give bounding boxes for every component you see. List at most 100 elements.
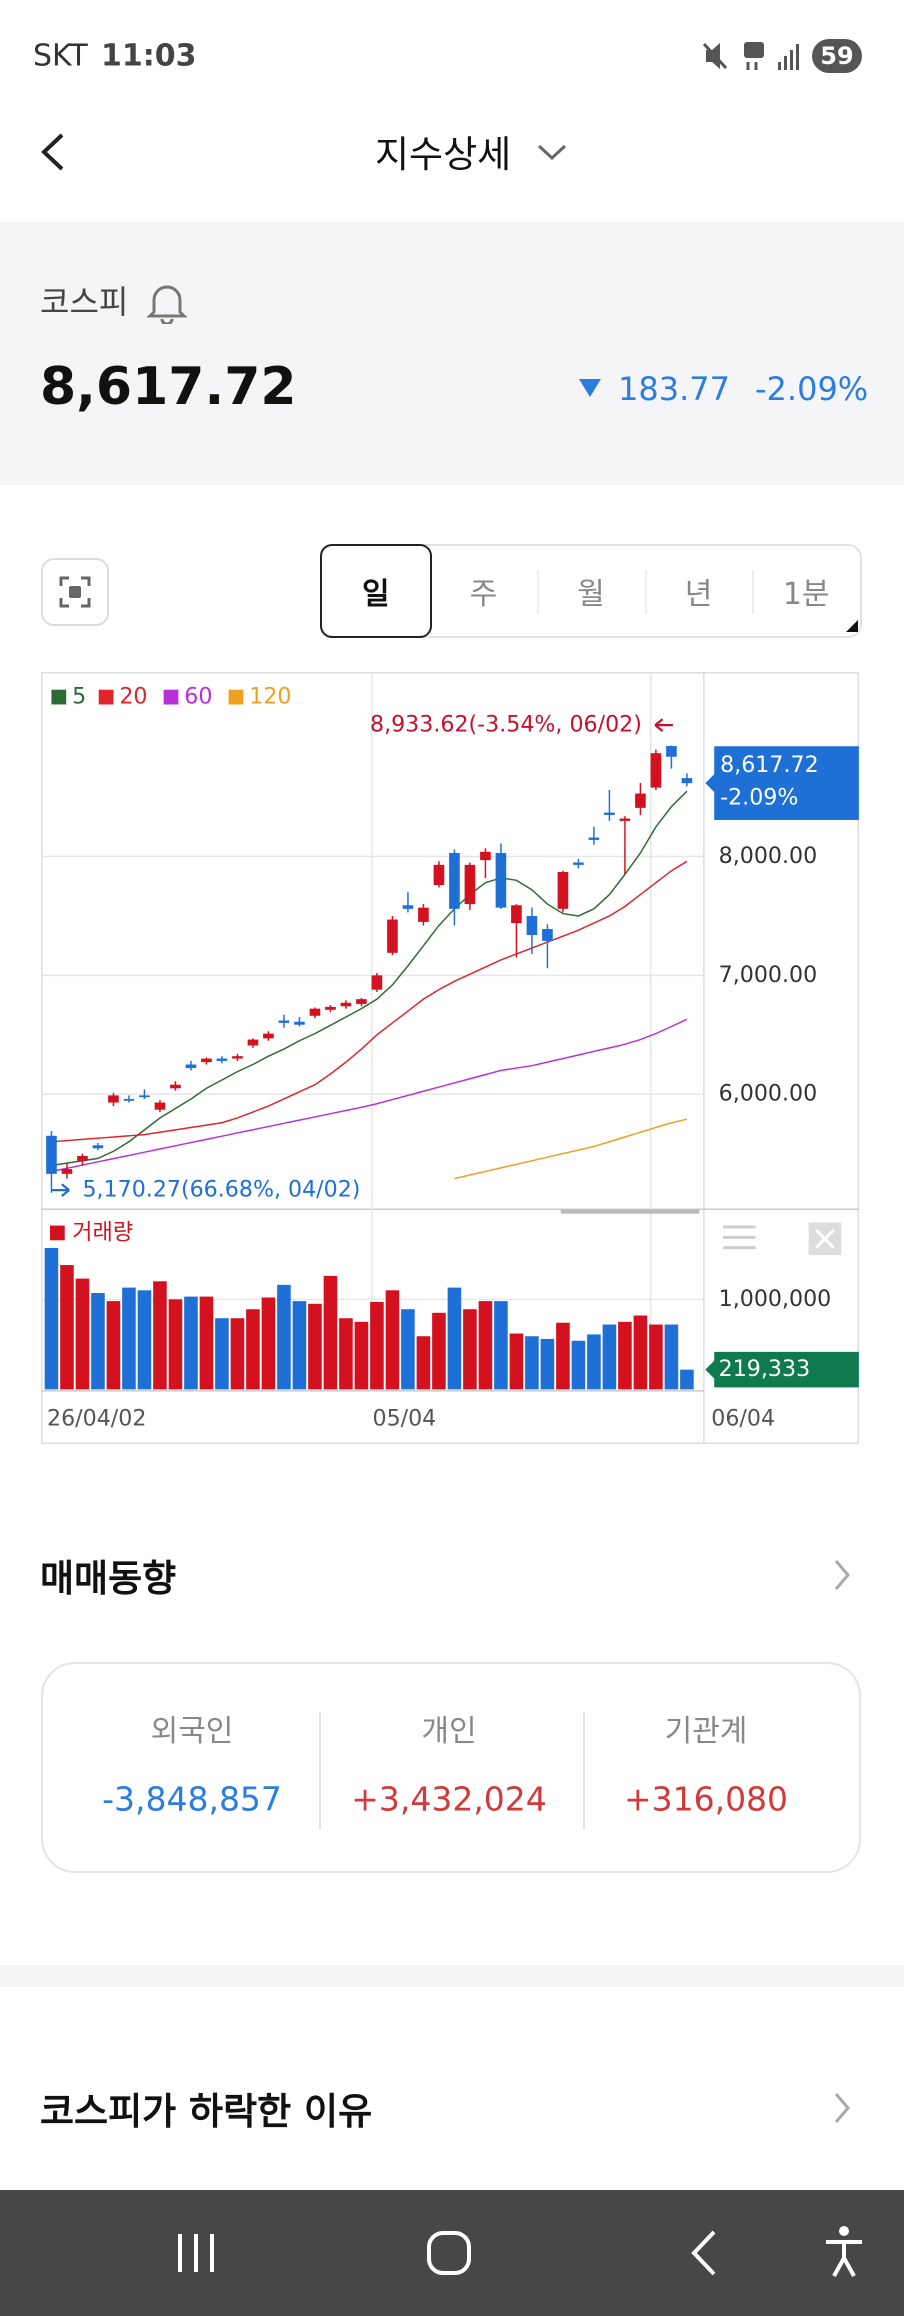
volume-bar bbox=[230, 1318, 245, 1390]
candle-body bbox=[325, 1006, 336, 1010]
candle-body bbox=[139, 1095, 150, 1098]
legend-swatch bbox=[51, 689, 67, 705]
volume-bar bbox=[664, 1324, 679, 1390]
volume-bar bbox=[463, 1309, 477, 1390]
investor-value: +316,080 bbox=[623, 1779, 789, 1819]
down-triangle bbox=[579, 379, 601, 397]
separator bbox=[0, 1965, 904, 1987]
candle-body bbox=[619, 818, 631, 821]
tab[interactable]: 월 bbox=[537, 546, 645, 636]
volume-bar bbox=[277, 1284, 291, 1390]
section-chevron[interactable] bbox=[832, 2091, 852, 2125]
volume-bar bbox=[292, 1301, 307, 1390]
nav-bar bbox=[0, 2190, 904, 2316]
price-box-value: 8,617.72 bbox=[720, 752, 819, 778]
low-arrow bbox=[51, 1183, 70, 1197]
candle-body bbox=[557, 871, 569, 909]
volume-bar bbox=[323, 1275, 338, 1390]
tab[interactable]: 1분 bbox=[752, 546, 860, 636]
ma-line bbox=[454, 1118, 688, 1180]
low-label: 5,170.27(66.68%, 04/02) bbox=[82, 1177, 360, 1203]
volume-bar bbox=[556, 1322, 570, 1390]
legend-swatch bbox=[163, 689, 179, 705]
index-change-rate: -2.09% bbox=[755, 370, 869, 408]
candle-body bbox=[216, 1058, 228, 1061]
candle-body bbox=[542, 929, 553, 941]
summary-band bbox=[0, 222, 904, 485]
index-name: 코스피 bbox=[40, 283, 129, 321]
alert-bell[interactable] bbox=[146, 280, 188, 324]
y-tick-label: 8,000.00 bbox=[719, 843, 818, 869]
x-tick-label: 06/04 bbox=[711, 1405, 775, 1431]
volume-bar bbox=[525, 1336, 539, 1390]
legend-label: 60 bbox=[184, 684, 212, 710]
volume-bar bbox=[168, 1299, 183, 1390]
candle-body bbox=[263, 1033, 274, 1039]
volume-bar bbox=[447, 1287, 462, 1390]
candle-body bbox=[526, 915, 538, 935]
volume-bar bbox=[509, 1333, 524, 1390]
price-box-change: -2.09% bbox=[720, 784, 798, 810]
volume-bar bbox=[122, 1287, 136, 1390]
volume-tick-label: 1,000,000 bbox=[719, 1286, 832, 1312]
volume-bar bbox=[680, 1369, 694, 1390]
tab[interactable]: 일 bbox=[320, 544, 432, 638]
candle-body bbox=[77, 1156, 88, 1161]
volume-bar bbox=[106, 1301, 121, 1390]
candle-body bbox=[402, 905, 414, 909]
volume-bar bbox=[370, 1302, 384, 1390]
legend-label: 120 bbox=[249, 684, 291, 710]
x-tick-label: 26/04/02 bbox=[47, 1405, 146, 1431]
candle-body bbox=[61, 1169, 73, 1174]
tab[interactable]: 주 bbox=[469, 577, 498, 612]
candle-body bbox=[681, 778, 693, 784]
page-title[interactable]: 지수상세 bbox=[375, 133, 512, 176]
volume-bar bbox=[75, 1278, 90, 1390]
divider bbox=[583, 1712, 585, 1830]
battery: 59 bbox=[820, 42, 853, 70]
carrier: SKT bbox=[33, 38, 88, 74]
volume-bar bbox=[494, 1301, 508, 1390]
candle-body bbox=[635, 793, 646, 808]
high-arrow bbox=[654, 718, 673, 732]
candle-body bbox=[449, 852, 460, 909]
back-button[interactable] bbox=[38, 131, 68, 173]
clock: 11:03 bbox=[101, 38, 197, 74]
volume-bar bbox=[571, 1340, 586, 1390]
y-tick-label: 7,000.00 bbox=[719, 962, 818, 988]
period-tabs: 일 주 월 년 1분 bbox=[320, 544, 862, 638]
capture-button[interactable] bbox=[41, 558, 109, 626]
candle-body bbox=[371, 975, 383, 990]
ma-line bbox=[51, 790, 688, 1167]
investor-label: 개인 bbox=[421, 1714, 477, 1749]
candle-body bbox=[46, 1135, 57, 1174]
candle-body bbox=[495, 852, 507, 908]
legend-label: 5 bbox=[72, 684, 86, 710]
section-title[interactable]: 코스피가 하락한 이유 bbox=[40, 2090, 373, 2133]
volume-bar bbox=[44, 1247, 59, 1390]
section-chevron[interactable] bbox=[832, 1558, 852, 1592]
candle-body bbox=[650, 753, 662, 788]
candle-body bbox=[588, 837, 600, 840]
candle-body bbox=[294, 1021, 305, 1025]
volume-bar bbox=[432, 1312, 446, 1390]
investor-label: 외국인 bbox=[150, 1714, 234, 1749]
candle-body bbox=[387, 919, 398, 953]
candle-body bbox=[278, 1020, 290, 1023]
volume-bar bbox=[153, 1281, 167, 1390]
candle-body bbox=[232, 1056, 243, 1059]
volume-bar bbox=[199, 1296, 214, 1390]
candle-body bbox=[92, 1145, 104, 1149]
volume-bar bbox=[308, 1303, 322, 1390]
tab[interactable]: 년 bbox=[644, 546, 753, 636]
candle-body bbox=[573, 862, 584, 865]
candle-body bbox=[480, 851, 491, 861]
volume-bar bbox=[649, 1324, 663, 1390]
volume-bar bbox=[602, 1324, 617, 1390]
volume-bar bbox=[91, 1292, 105, 1390]
investor-value: +3,432,024 bbox=[351, 1779, 547, 1819]
price-box bbox=[705, 746, 859, 821]
title-dropdown[interactable] bbox=[536, 142, 568, 162]
volume-bar bbox=[587, 1334, 601, 1390]
